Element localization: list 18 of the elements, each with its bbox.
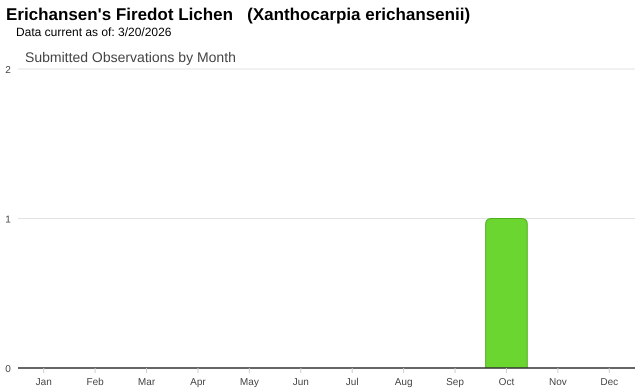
x-tick-label: Feb [86, 377, 104, 388]
chart-title: Erichansen's Firedot Lichen (Xanthocarpia erichansenii) [6, 5, 470, 24]
x-tick-label: Mar [138, 377, 156, 388]
x-tick-label: Aug [394, 377, 413, 388]
x-tick-label: Oct [498, 377, 514, 388]
x-tick-label: Jul [346, 377, 359, 388]
x-tick-label: Sep [446, 377, 464, 388]
y-tick-label: 1 [5, 214, 12, 226]
x-tick-label: May [240, 377, 259, 388]
y-tick-label: 2 [5, 65, 12, 76]
y-tick-label: 0 [5, 364, 12, 375]
chart-subtitle: Data current as of: 3/20/2026 [16, 25, 172, 39]
text: Submitted Observations by Month [25, 49, 236, 65]
x-tick-label: Dec [600, 377, 618, 388]
x-tick-label: Jan [36, 377, 52, 388]
x-tick-label: Apr [190, 377, 206, 388]
x-tick-label: Nov [548, 377, 567, 388]
x-tick-label: Jun [292, 377, 309, 388]
